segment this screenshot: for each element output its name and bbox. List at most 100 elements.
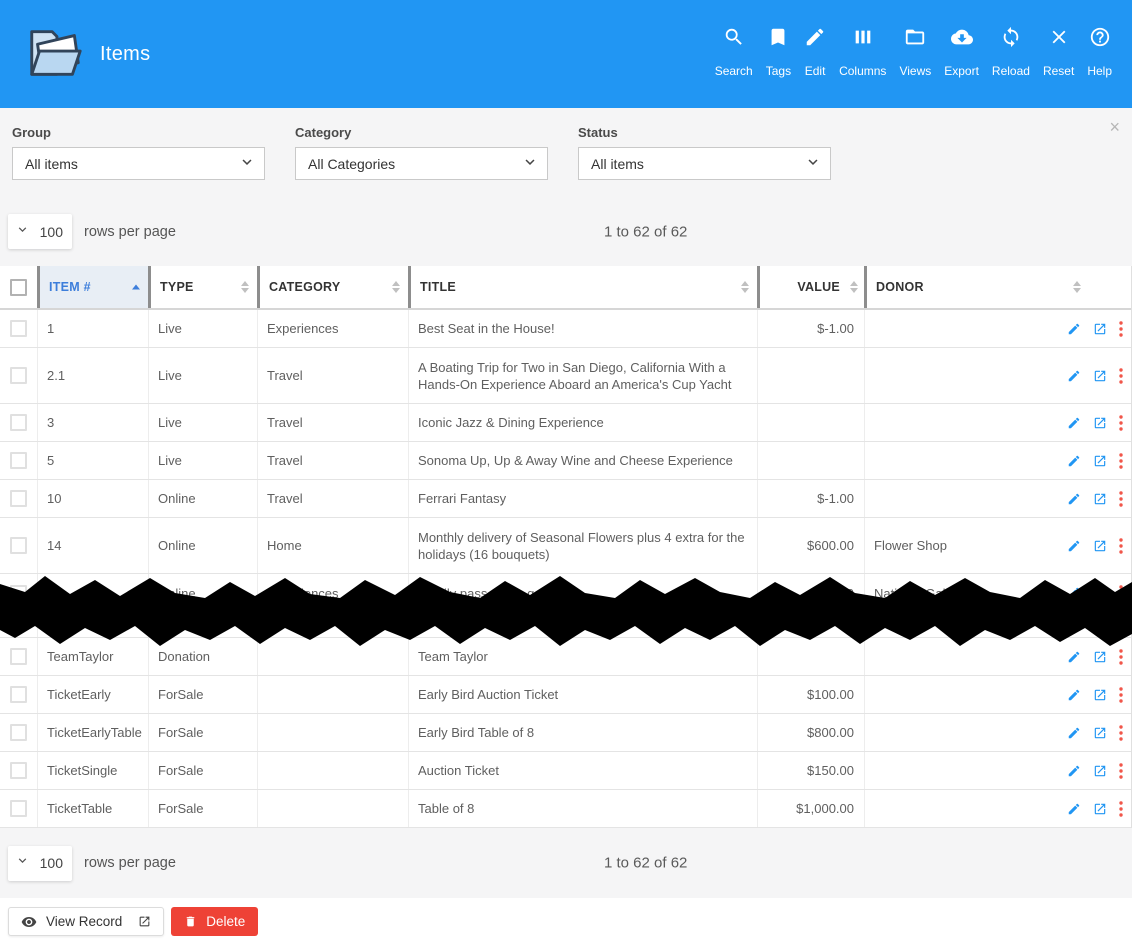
column-header-title[interactable]: TITLE	[408, 266, 757, 308]
row-checkbox[interactable]	[10, 414, 27, 431]
reload-button[interactable]: Reload	[992, 26, 1030, 78]
views-button[interactable]: Views	[899, 26, 931, 78]
row-menu-kebab-icon[interactable]	[1119, 800, 1123, 817]
row-checkbox[interactable]	[10, 800, 27, 817]
table-row[interactable]: 18 Online Experiences Family pass to the…	[0, 574, 1131, 638]
edit-row-icon[interactable]	[1067, 586, 1081, 600]
columns-button[interactable]: Columns	[839, 26, 886, 78]
row-checkbox[interactable]	[10, 585, 27, 602]
help-icon	[1089, 26, 1111, 53]
cell-type: Live	[148, 310, 257, 347]
table-row[interactable]: TeamTaylor Donation Team Taylor	[0, 638, 1131, 676]
row-checkbox[interactable]	[10, 367, 27, 384]
table-row[interactable]: TicketSingle ForSale Auction Ticket $150…	[0, 752, 1131, 790]
row-menu-kebab-icon[interactable]	[1119, 414, 1123, 431]
open-record-icon[interactable]	[1093, 539, 1107, 553]
open-record-icon[interactable]	[1093, 369, 1107, 383]
filter-label: Status	[578, 125, 618, 140]
row-checkbox[interactable]	[10, 648, 27, 665]
column-header-item-number[interactable]: ITEM #	[37, 266, 148, 308]
cell-type: Online	[148, 518, 257, 573]
category-select[interactable]: All Categories	[295, 147, 548, 180]
row-menu-kebab-icon[interactable]	[1119, 724, 1123, 741]
row-actions	[1055, 490, 1123, 507]
edit-button[interactable]: Edit	[804, 26, 826, 78]
column-header-donor[interactable]: DONOR	[864, 266, 1131, 308]
edit-row-icon[interactable]	[1067, 454, 1081, 468]
help-button[interactable]: Help	[1087, 26, 1112, 78]
row-menu-kebab-icon[interactable]	[1119, 648, 1123, 665]
edit-row-icon[interactable]	[1067, 322, 1081, 336]
table-row[interactable]: TicketEarly ForSale Early Bird Auction T…	[0, 676, 1131, 714]
sync-icon	[1000, 26, 1022, 53]
row-menu-kebab-icon[interactable]	[1119, 686, 1123, 703]
row-menu-kebab-icon[interactable]	[1119, 367, 1123, 384]
open-record-icon[interactable]	[1093, 454, 1107, 468]
open-record-icon[interactable]	[1093, 688, 1107, 702]
open-record-icon[interactable]	[1093, 586, 1107, 600]
close-filters-icon[interactable]: ×	[1109, 117, 1120, 137]
row-checkbox[interactable]	[10, 686, 27, 703]
column-header-value[interactable]: VALUE	[757, 266, 864, 308]
open-record-icon[interactable]	[1093, 492, 1107, 506]
rows-per-page-select[interactable]: 100	[8, 214, 72, 249]
row-menu-kebab-icon[interactable]	[1119, 585, 1123, 601]
select-all-checkbox[interactable]	[10, 278, 27, 296]
edit-row-icon[interactable]	[1067, 802, 1081, 816]
table-row[interactable]: 5 Live Travel Sonoma Up, Up & Away Wine …	[0, 442, 1131, 480]
table-row[interactable]: 3 Live Travel Iconic Jazz & Dining Exper…	[0, 404, 1131, 442]
items-table: ITEM # TYPE CATEGORY TITLE VALUE DONOR	[0, 266, 1132, 828]
cell-donor	[864, 348, 1131, 403]
cell-value: $100.00	[757, 676, 864, 713]
open-in-new-icon	[139, 916, 150, 927]
delete-button[interactable]: Delete	[171, 907, 259, 936]
edit-row-icon[interactable]	[1067, 764, 1081, 778]
row-checkbox[interactable]	[10, 762, 27, 779]
edit-row-icon[interactable]	[1067, 539, 1081, 553]
sort-icon	[850, 281, 858, 293]
table-row[interactable]: 14 Online Home Monthly delivery of Seaso…	[0, 518, 1131, 574]
row-menu-kebab-icon[interactable]	[1119, 452, 1123, 469]
open-record-icon[interactable]	[1093, 416, 1107, 430]
table-row[interactable]: TicketEarlyTable ForSale Early Bird Tabl…	[0, 714, 1131, 752]
edit-row-icon[interactable]	[1067, 650, 1081, 664]
row-checkbox[interactable]	[10, 452, 27, 469]
edit-row-icon[interactable]	[1067, 416, 1081, 430]
open-record-icon[interactable]	[1093, 322, 1107, 336]
row-menu-kebab-icon[interactable]	[1119, 537, 1123, 554]
table-row[interactable]: TicketTable ForSale Table of 8 $1,000.00	[0, 790, 1131, 828]
view-record-button[interactable]: View Record	[8, 907, 165, 936]
cell-category	[257, 638, 408, 675]
row-checkbox-cell	[0, 442, 37, 479]
row-checkbox[interactable]	[10, 490, 27, 507]
edit-row-icon[interactable]	[1067, 492, 1081, 506]
row-menu-kebab-icon[interactable]	[1119, 320, 1123, 337]
open-record-icon[interactable]	[1093, 726, 1107, 740]
table-row[interactable]: 10 Online Travel Ferrari Fantasy $-1.00	[0, 480, 1131, 518]
tags-button[interactable]: Tags	[766, 26, 791, 78]
column-header-type[interactable]: TYPE	[148, 266, 257, 308]
cell-type: Online	[148, 574, 257, 637]
status-select[interactable]: All items	[578, 147, 831, 180]
open-record-icon[interactable]	[1093, 802, 1107, 816]
row-menu-kebab-icon[interactable]	[1119, 490, 1123, 507]
table-row[interactable]: 2.1 Live Travel A Boating Trip for Two i…	[0, 348, 1131, 404]
group-select[interactable]: All items	[12, 147, 265, 180]
edit-row-icon[interactable]	[1067, 688, 1081, 702]
cell-category	[257, 714, 408, 751]
open-record-icon[interactable]	[1093, 650, 1107, 664]
row-checkbox[interactable]	[10, 537, 27, 554]
edit-row-icon[interactable]	[1067, 369, 1081, 383]
row-checkbox[interactable]	[10, 320, 27, 337]
open-record-icon[interactable]	[1093, 764, 1107, 778]
reset-button[interactable]: Reset	[1043, 26, 1074, 78]
search-button[interactable]: Search	[715, 26, 753, 78]
export-button[interactable]: Export	[944, 26, 979, 78]
column-header-category[interactable]: CATEGORY	[257, 266, 408, 308]
cell-donor	[864, 480, 1131, 517]
edit-row-icon[interactable]	[1067, 726, 1081, 740]
row-checkbox[interactable]	[10, 724, 27, 741]
rows-per-page-select[interactable]: 100	[8, 845, 72, 881]
table-row[interactable]: 1 Live Experiences Best Seat in the Hous…	[0, 310, 1131, 348]
row-menu-kebab-icon[interactable]	[1119, 762, 1123, 779]
